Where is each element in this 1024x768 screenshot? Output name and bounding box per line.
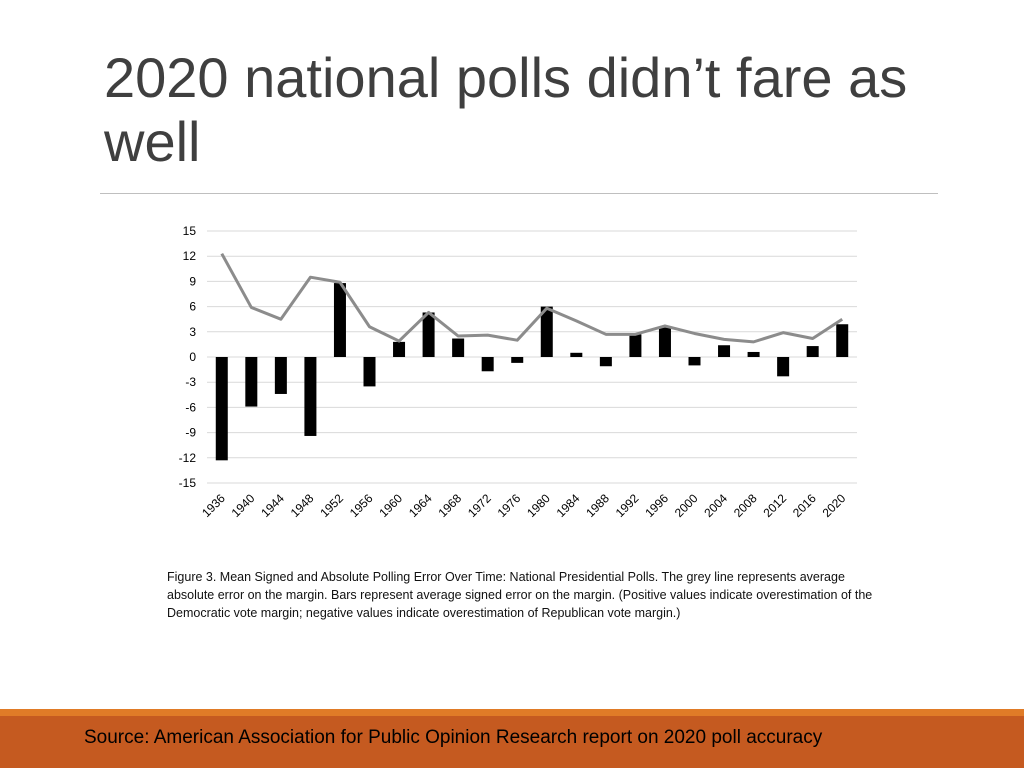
x-tick-label: 1980: [524, 491, 553, 520]
y-tick-label: 15: [183, 224, 197, 238]
x-tick-label: 2012: [760, 491, 789, 520]
bar-1972: [481, 357, 494, 372]
y-tick-label: -15: [179, 476, 197, 490]
bar-2012: [777, 357, 790, 377]
x-tick-label: 1940: [229, 491, 258, 520]
x-tick-label: 2020: [820, 491, 849, 520]
absolute-error-line: [220, 252, 844, 344]
x-tick-label: 2004: [701, 491, 730, 520]
footer-accent-line: [0, 709, 1024, 716]
bar-1944: [274, 357, 287, 394]
x-tick-label: 1976: [495, 491, 524, 520]
bar-1992: [629, 334, 642, 357]
bar-2008: [747, 351, 760, 357]
x-axis-tick-labels: 1936 1940 1944 1948 1952 1956 1960 1964 1968 1972…: [199, 491, 848, 520]
title-divider: [100, 193, 938, 194]
bar-1980: [540, 306, 553, 357]
bar-2004: [718, 345, 731, 357]
x-tick-label: 1960: [376, 491, 405, 520]
y-tick-label: 6: [189, 300, 196, 314]
bar-2016: [806, 346, 819, 357]
x-tick-label: 1968: [435, 491, 464, 520]
bar-1996: [658, 327, 671, 357]
bar-1984: [570, 352, 583, 357]
bar-2020: [836, 324, 849, 357]
y-tick-label: -9: [185, 426, 196, 440]
slide-title: 2020 national polls didn’t fare as well: [104, 46, 908, 173]
bar-1964: [422, 312, 435, 357]
x-tick-label: 1952: [317, 491, 346, 520]
bar-1936: [215, 357, 228, 461]
y-tick-label: -6: [185, 400, 196, 414]
x-tick-label: 2016: [790, 491, 819, 520]
x-tick-label: 1936: [199, 491, 228, 520]
footer-bar: [0, 716, 1024, 768]
source-text: Source: American Association for Public …: [84, 727, 823, 748]
y-tick-label: -12: [179, 451, 197, 465]
x-tick-label: 1988: [583, 491, 612, 520]
bar-1988: [599, 357, 612, 367]
x-tick-label: 1992: [613, 491, 642, 520]
y-axis-tick-labels: 15 12 9 6 3 0 -3 -6 -9 -12 -15: [179, 224, 197, 490]
y-tick-label: -3: [185, 375, 196, 389]
bar-1956: [363, 357, 376, 387]
x-tick-label: 1948: [288, 491, 317, 520]
x-tick-label: 1964: [406, 491, 435, 520]
bar-1960: [393, 341, 406, 357]
x-tick-label: 1944: [258, 491, 287, 520]
y-tick-label: 0: [189, 350, 196, 364]
y-tick-label: 3: [189, 325, 196, 339]
bar-1968: [452, 338, 465, 357]
x-tick-label: 1984: [554, 491, 583, 520]
y-tick-label: 12: [183, 249, 197, 263]
signed-error-bars: [215, 283, 849, 461]
x-tick-label: 2000: [672, 491, 701, 520]
figure-caption: Figure 3. Mean Signed and Absolute Polli…: [167, 570, 873, 620]
x-tick-label: 2008: [731, 491, 760, 520]
x-tick-label: 1972: [465, 491, 494, 520]
bar-1952: [333, 283, 346, 357]
x-tick-label: 1996: [642, 491, 671, 520]
bar-1976: [511, 357, 524, 363]
x-tick-label: 1956: [347, 491, 376, 520]
bar-1940: [245, 357, 258, 407]
bar-2000: [688, 357, 701, 366]
y-tick-label: 9: [189, 274, 196, 288]
bar-1948: [304, 357, 317, 436]
